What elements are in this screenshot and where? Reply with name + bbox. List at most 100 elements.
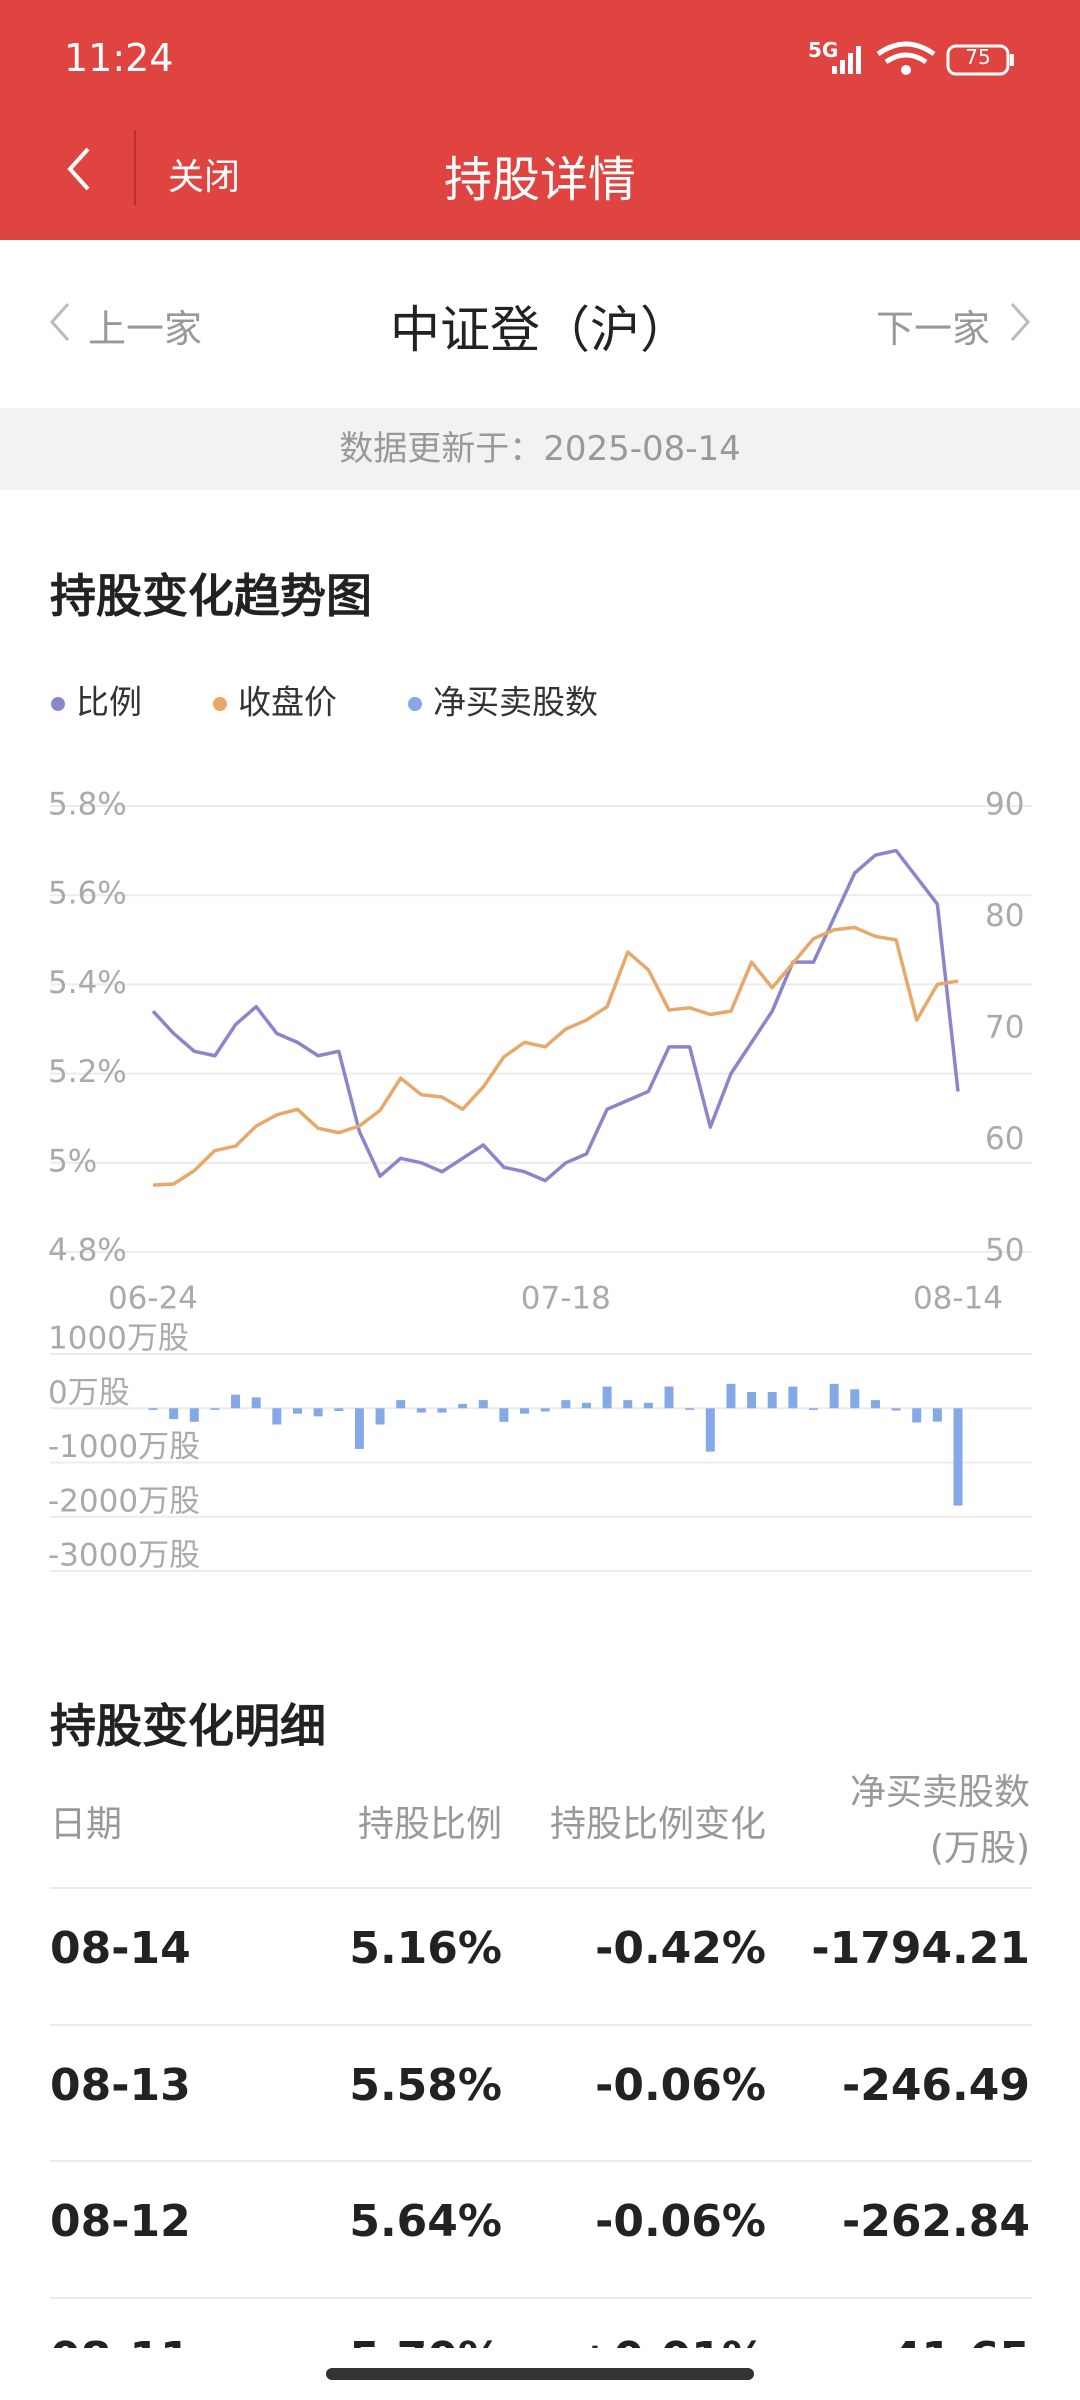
bar <box>437 1408 447 1413</box>
section-title: 持股变化趋势图 <box>50 569 372 623</box>
bar <box>189 1408 199 1422</box>
bar <box>561 1400 571 1409</box>
y-tick-label: 1000万股 <box>48 1321 189 1357</box>
y-tick-label: 5.6% <box>48 876 127 912</box>
bar <box>478 1400 488 1409</box>
bar <box>602 1386 612 1409</box>
column-header: 日期 <box>50 1804 123 1845</box>
holder-name: 中证登（沪） <box>390 301 690 359</box>
bar <box>499 1408 509 1422</box>
page-title: 持股详情 <box>443 152 636 208</box>
y-tick-label: 5% <box>48 1143 97 1179</box>
table-cell: 5.16% <box>349 1923 502 1974</box>
bar <box>705 1408 715 1452</box>
y2-tick-label: 80 <box>985 898 1024 934</box>
bar <box>354 1408 364 1449</box>
y-tick-label: -1000万股 <box>48 1429 200 1465</box>
home-indicator[interactable] <box>326 2368 754 2380</box>
next-button[interactable]: 下一家 <box>876 307 991 351</box>
row-divider <box>50 2296 1032 2299</box>
table-cell: 08-13 <box>50 2059 191 2111</box>
bar <box>251 1397 261 1409</box>
prev-button[interactable]: 上一家 <box>88 307 203 351</box>
table-cell: 5.58% <box>349 2059 502 2111</box>
battery-level: 75 <box>965 45 991 69</box>
status-icons <box>832 41 1014 76</box>
table-cell: -0.06% <box>595 2196 766 2247</box>
bottom-bar <box>0 2348 1080 2400</box>
bar <box>767 1391 777 1409</box>
bar <box>169 1408 179 1420</box>
next-icon <box>1010 303 1031 341</box>
column-header: 持股比例 <box>357 1804 502 1845</box>
bar <box>870 1400 880 1409</box>
bar <box>313 1408 323 1417</box>
bar <box>932 1408 942 1422</box>
bar <box>953 1408 963 1506</box>
x-tick-label: 06-24 <box>108 1281 198 1317</box>
y2-tick-label: 90 <box>985 787 1024 823</box>
bar <box>581 1402 591 1409</box>
bar <box>231 1394 241 1409</box>
row-divider <box>50 2160 1032 2162</box>
x-tick-label: 07-18 <box>521 1281 611 1317</box>
y-tick-label: -2000万股 <box>48 1483 200 1519</box>
update-note: 数据更新于：2025-08-14 <box>0 408 1080 490</box>
legend-label: 比例 <box>76 683 142 722</box>
bar <box>375 1408 385 1425</box>
table-cell: 08-14 <box>50 1923 191 1974</box>
back-icon[interactable] <box>60 145 100 195</box>
bar <box>643 1402 653 1409</box>
row-divider <box>50 2023 1032 2026</box>
legend-label: 净买卖股数 <box>433 683 598 722</box>
table-cell: 5.64% <box>349 2196 502 2247</box>
app-header: 11:24 5G 75 关闭 持股详情 <box>0 0 1080 240</box>
network-type: 5G <box>808 38 839 62</box>
bar <box>520 1408 530 1414</box>
bar <box>272 1408 282 1425</box>
close-button[interactable]: 关闭 <box>168 157 241 198</box>
bar <box>210 1408 220 1410</box>
bar <box>809 1408 819 1410</box>
table-cell: 08-12 <box>50 2196 191 2247</box>
bar <box>458 1403 468 1409</box>
y-tick-label: -3000万股 <box>48 1538 200 1574</box>
prev-icon <box>49 303 70 341</box>
y-tick-label: 4.8% <box>48 1233 127 1269</box>
legend-label: 收盘价 <box>238 683 337 722</box>
bar <box>623 1400 633 1409</box>
bar <box>292 1408 302 1414</box>
table-cell: -0.42% <box>595 1923 766 1974</box>
legend-marker <box>408 697 422 711</box>
section-title: 持股变化明细 <box>50 1699 326 1753</box>
bar <box>726 1383 736 1409</box>
bar <box>850 1389 860 1409</box>
bar <box>334 1408 344 1411</box>
chart: 比例 收盘价 净买卖股数 4.8% 5% 5.2% 5.4% 5.6% 5.8% 50 60 70 80… <box>48 683 1032 1574</box>
y-tick-label: 5.8% <box>48 787 127 823</box>
y-tick-label: 5.2% <box>48 1054 127 1090</box>
y2-tick-label: 50 <box>985 1233 1024 1269</box>
bar <box>912 1408 922 1423</box>
x-tick-label: 08-14 <box>913 1281 1003 1317</box>
divider <box>134 130 136 205</box>
table-cell: -1794.21 <box>811 1923 1030 1974</box>
bar <box>148 1408 158 1410</box>
bar <box>685 1408 695 1410</box>
bar <box>396 1400 406 1409</box>
table-cell: -0.06% <box>595 2059 766 2111</box>
column-header: 净买卖股数(万股) <box>850 1772 1031 1869</box>
legend-marker <box>213 697 227 711</box>
y-tick-label: 5.4% <box>48 965 127 1001</box>
y-tick-label: 0万股 <box>48 1375 130 1411</box>
legend-marker <box>51 697 65 711</box>
bar <box>664 1386 674 1409</box>
row-divider <box>50 1887 1032 1889</box>
bar <box>540 1408 550 1412</box>
column-header: 持股比例变化 <box>549 1804 766 1845</box>
y2-tick-label: 70 <box>985 1010 1024 1046</box>
y2-tick-label: 60 <box>985 1121 1024 1157</box>
table-cell: -246.49 <box>841 2059 1030 2111</box>
